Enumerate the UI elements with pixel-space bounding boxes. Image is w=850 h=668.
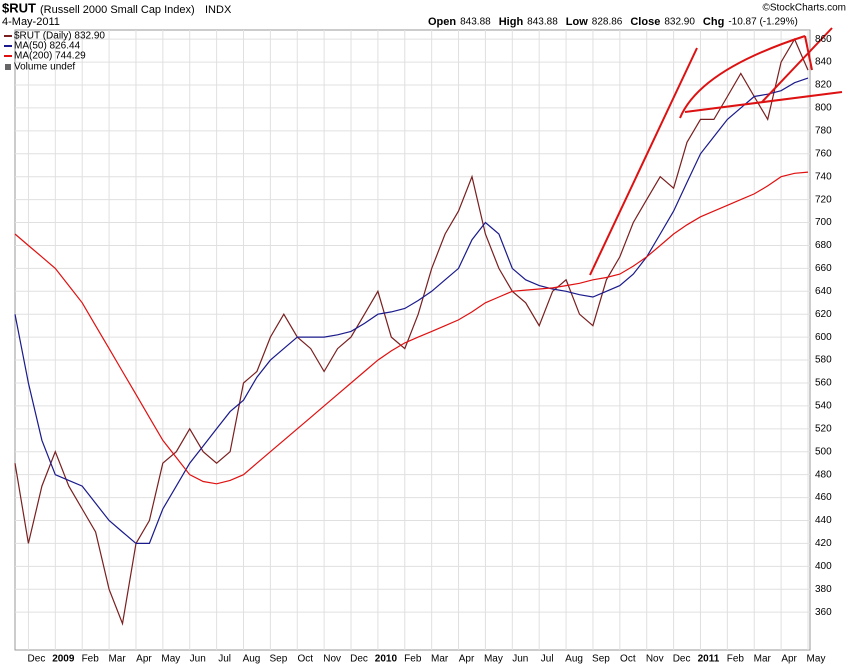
index-name: (Russell 2000 Small Cap Index)	[40, 4, 195, 16]
y-tick-label: 840	[815, 57, 832, 68]
date: 4-May-2011	[2, 16, 60, 28]
trend-line	[761, 27, 833, 103]
legend-label: MA(50) 826.44	[14, 41, 81, 52]
x-tick-label: Dec	[350, 654, 368, 665]
y-tick-label: 820	[815, 80, 832, 91]
trend-line	[684, 91, 843, 113]
x-tick-label: Apr	[136, 654, 152, 665]
y-tick-label: 360	[815, 607, 832, 618]
quote-label: Open	[428, 16, 456, 28]
trend-line	[589, 47, 698, 276]
trend-line	[679, 35, 806, 119]
x-tick-label: 2011	[698, 654, 720, 665]
y-tick-label: 460	[815, 492, 832, 503]
series-line	[14, 37, 809, 626]
x-tick-label: May	[161, 654, 180, 665]
y-tick-label: 520	[815, 423, 832, 434]
x-tick-label: Nov	[323, 654, 341, 665]
legend-label: $RUT (Daily) 832.90	[14, 31, 105, 42]
exchange: INDX	[205, 4, 232, 16]
plot-frame	[14, 29, 811, 651]
x-tick-label: Feb	[727, 654, 745, 665]
x-tick-label: Nov	[646, 654, 664, 665]
x-tick-label: Oct	[297, 654, 313, 665]
quote-label: Low	[566, 16, 588, 28]
y-tick-label: 760	[815, 148, 832, 159]
x-tick-label: Feb	[404, 654, 422, 665]
x-tick-label: Mar	[431, 654, 449, 665]
y-tick-label: 540	[815, 401, 832, 412]
legend-swatch	[5, 64, 11, 70]
y-tick-label: 400	[815, 561, 832, 572]
x-tick-label: 2009	[52, 654, 75, 665]
y-tick-label: 420	[815, 538, 832, 549]
y-tick-label: 380	[815, 584, 832, 595]
x-tick-label: Sep	[592, 654, 610, 665]
quote-label: High	[499, 16, 524, 28]
symbol: $RUT	[2, 0, 36, 15]
x-tick-label: Aug	[243, 654, 261, 665]
y-tick-label: 600	[815, 332, 832, 343]
x-tick-label: Mar	[108, 654, 126, 665]
y-tick-label: 660	[815, 263, 832, 274]
y-tick-label: 580	[815, 355, 832, 366]
y-tick-label: 700	[815, 217, 832, 228]
y-tick-label: 560	[815, 378, 832, 389]
x-tick-label: Dec	[673, 654, 691, 665]
x-tick-label: Dec	[28, 654, 46, 665]
x-tick-label: May	[484, 654, 503, 665]
y-tick-label: 780	[815, 125, 832, 136]
y-tick-label: 620	[815, 309, 832, 320]
y-tick-label: 680	[815, 240, 832, 251]
series-line	[14, 77, 809, 544]
series-line	[14, 171, 809, 485]
x-tick-label: Sep	[269, 654, 287, 665]
legend-label: Volume undef	[14, 62, 75, 73]
x-tick-label: 2010	[375, 654, 398, 665]
x-tick-label: May	[807, 654, 826, 665]
quote-value: 843.88	[460, 17, 491, 28]
x-tick-label: Feb	[82, 654, 100, 665]
y-tick-label: 640	[815, 286, 832, 297]
quote-label: Chg	[703, 16, 724, 28]
y-tick-label: 720	[815, 194, 832, 205]
x-tick-label: Jun	[512, 654, 528, 665]
quote-value: -10.87 (-1.29%)	[728, 17, 797, 28]
quote-label: Close	[630, 16, 660, 28]
y-tick-label: 800	[815, 103, 832, 114]
plot	[14, 30, 810, 650]
trend-lines	[589, 27, 843, 276]
x-tick-label: Aug	[565, 654, 583, 665]
quote-value: 832.90	[664, 17, 695, 28]
x-tick-label: Oct	[620, 654, 636, 665]
y-tick-label: 440	[815, 515, 832, 526]
quote-value: 828.86	[592, 17, 623, 28]
credit: ©StockCharts.com	[762, 3, 846, 14]
y-tick-label: 500	[815, 446, 832, 457]
x-tick-label: Jun	[190, 654, 206, 665]
y-tick-label: 480	[815, 469, 832, 480]
legend-label: MA(200) 744.29	[14, 51, 86, 62]
quote-value: 843.88	[527, 17, 558, 28]
y-tick-label: 740	[815, 171, 832, 182]
x-tick-label: Apr	[781, 654, 797, 665]
x-tick-label: Jul	[541, 654, 554, 665]
x-tick-label: Jul	[218, 654, 231, 665]
x-tick-label: Mar	[754, 654, 772, 665]
x-tick-label: Apr	[459, 654, 475, 665]
y-tick-label: 860	[815, 34, 832, 45]
